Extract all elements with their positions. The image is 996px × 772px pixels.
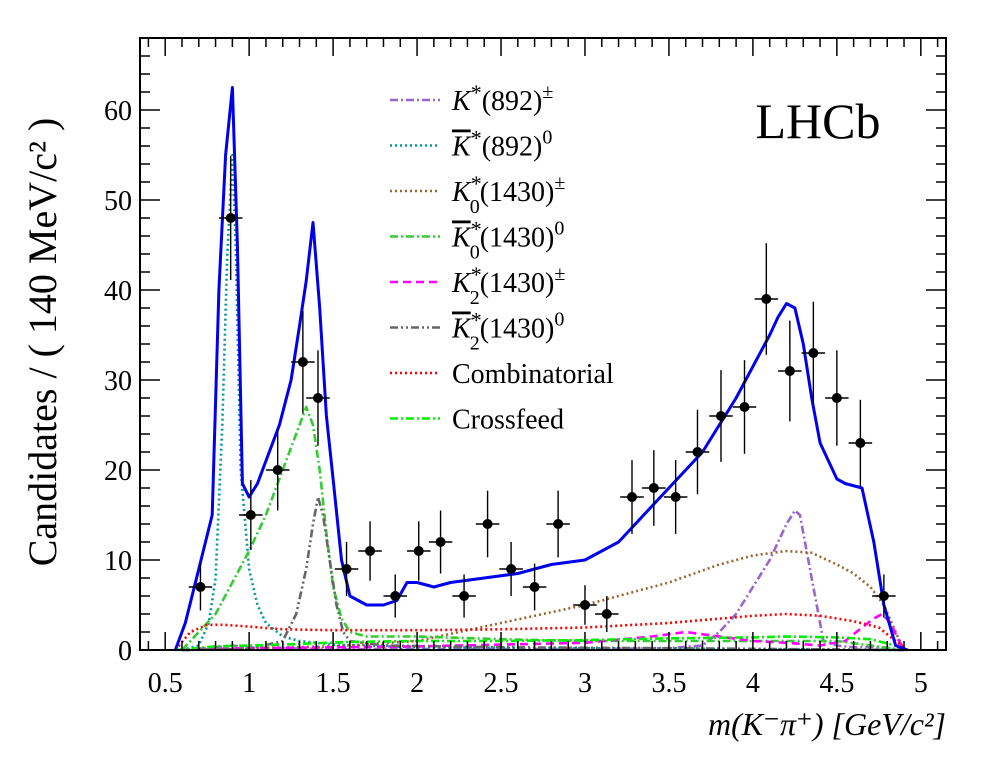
data-point (413, 546, 424, 556)
data-point (648, 483, 659, 493)
y-tick-label: 30 (104, 366, 132, 397)
series-line-k-892-0 (181, 153, 905, 652)
legend-label: K*(892)± (451, 80, 553, 117)
legend-label: K* 2(1430)± (451, 262, 565, 309)
legend-label: Combinatorial (452, 359, 614, 390)
series-line-k0-1430-0 (181, 405, 905, 652)
data-point (195, 582, 206, 592)
data-points (188, 155, 896, 632)
data-point (365, 546, 376, 556)
data-point (225, 213, 236, 223)
y-tick-label: 50 (104, 186, 132, 217)
data-point (784, 366, 795, 376)
x-tick-label: 0.5 (148, 668, 183, 699)
y-tick-label: 0 (118, 636, 132, 667)
data-point (529, 582, 540, 592)
x-tick-label: 1.5 (316, 668, 351, 699)
data-point (482, 519, 493, 529)
series-line-k-892- (181, 509, 905, 652)
legend-label: K* 0(1430)0 (451, 217, 564, 264)
x-tick-label: 1 (242, 668, 256, 699)
x-tick-label: 3.5 (651, 668, 686, 699)
data-point (831, 393, 842, 403)
data-point (272, 465, 283, 475)
data-point (739, 402, 750, 412)
x-tick-label: 4.5 (819, 668, 854, 699)
data-point (390, 591, 401, 601)
series-line-crossfeed (175, 635, 908, 652)
data-point (878, 591, 889, 601)
data-point (553, 519, 564, 529)
legend-label: Crossfeed (452, 405, 564, 436)
data-point (312, 393, 323, 403)
data-point (855, 438, 866, 448)
data-point (245, 510, 256, 520)
legend-label: K*(892)0 (451, 126, 552, 163)
x-axis-label: m(K⁻π⁺) [GeV/c²] (708, 706, 946, 742)
legend-label: K* 2(1430)0 (451, 308, 564, 355)
data-point (579, 600, 590, 610)
experiment-label: LHCb (756, 93, 881, 149)
y-tick-label: 20 (104, 456, 132, 487)
data-point (761, 294, 772, 304)
legend: K*(892)±K*(892)0K* 0(1430)±K* 0(1430)0K* 2(… (390, 80, 614, 436)
data-point (808, 348, 819, 358)
data-point (692, 447, 703, 457)
series-line-combinatorial (174, 612, 909, 652)
y-tick-label: 40 (104, 276, 132, 307)
x-tick-label: 4 (746, 668, 760, 699)
legend-label: K* 0(1430)± (451, 171, 565, 218)
y-tick-label: 10 (104, 546, 132, 577)
x-tick-label: 3 (578, 668, 592, 699)
data-point (297, 357, 308, 367)
series-line-k2-1430-0 (181, 495, 905, 652)
data-point (670, 492, 681, 502)
y-tick-label: 60 (104, 96, 132, 127)
data-point (459, 591, 470, 601)
y-axis-label: Candidates / ( 140 MeV/c² ) (20, 118, 65, 567)
x-tick-label: 2.5 (484, 668, 519, 699)
x-tick-label: 2 (410, 668, 424, 699)
x-tick-label: 5 (914, 668, 928, 699)
data-point (341, 564, 352, 574)
data-point (506, 564, 517, 574)
data-point (715, 411, 726, 421)
data-point (601, 609, 612, 619)
data-point (626, 492, 637, 502)
data-point (435, 537, 446, 547)
